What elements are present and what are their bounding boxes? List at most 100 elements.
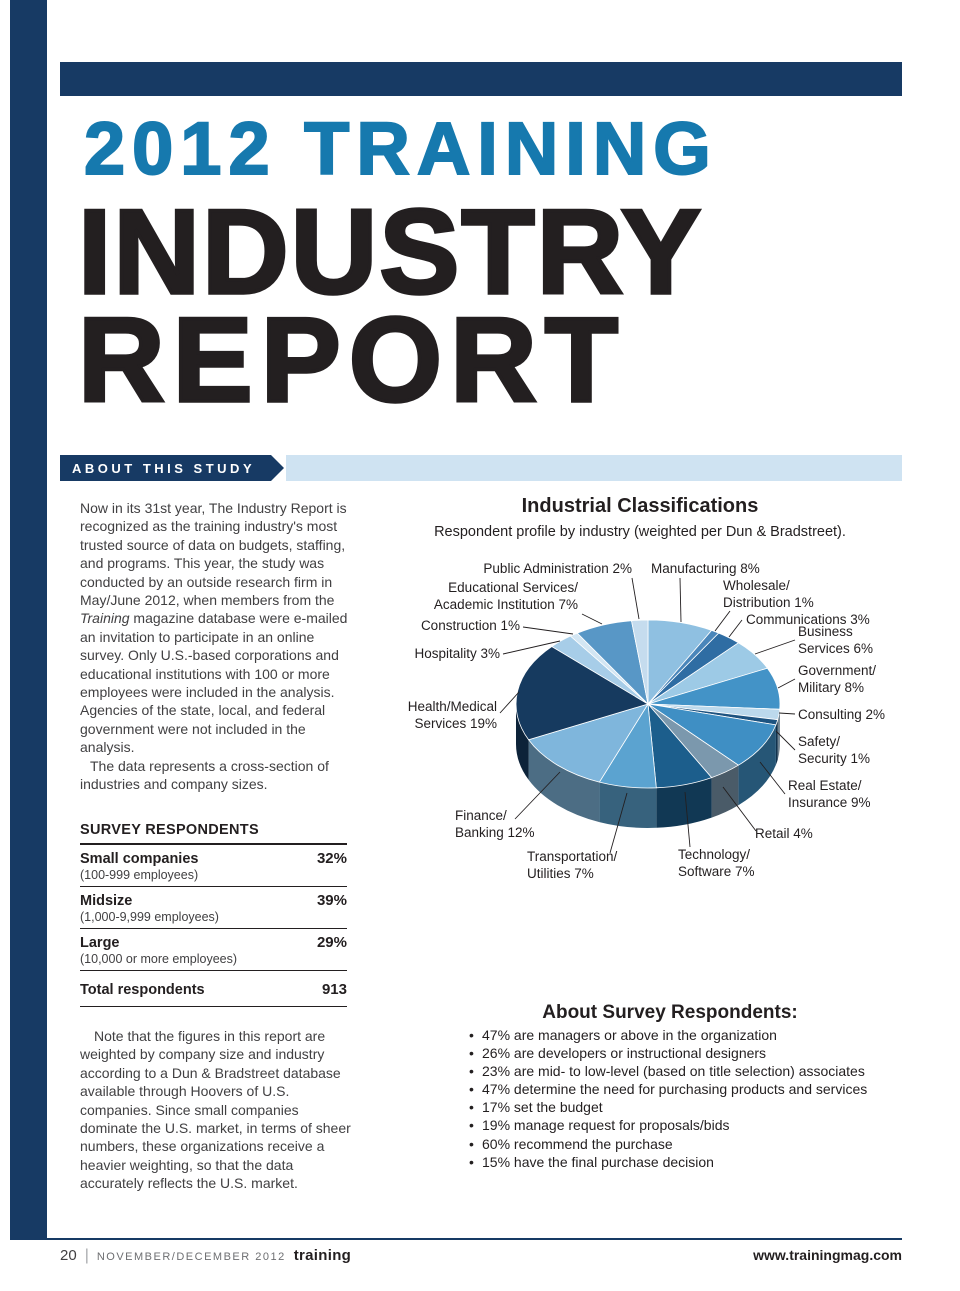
report-title-industry: INDUSTRY [76,185,703,319]
leader-line [777,678,796,689]
survey-respondents-heading: SURVEY RESPONDENTS [80,822,347,845]
row-value: 29% [316,934,347,951]
pie-slice-side [599,782,657,828]
row-value: 32% [316,850,347,867]
list-item: 26% are developers or instructional desi… [467,1044,912,1062]
about-study-paragraph-1: Now in its 31st year, The Industry Repor… [80,499,357,757]
list-item: 15% have the final purchase decision [467,1153,912,1171]
section-band-arrow-icon [271,455,285,481]
pie-slice-side [528,739,600,823]
pie-labels: Public Administration 2% Manufacturing 8… [408,561,885,881]
about-respondents-list: 47% are managers or above in the organiz… [467,1026,912,1171]
left-accent-bar [10,0,47,1240]
top-accent-bar [60,62,902,96]
pie-slice-side [775,719,778,765]
training-magazine-name: Training [80,610,130,627]
slice-label: Government/Military 8% [798,663,876,695]
leader-line [722,786,757,832]
slice-label: Hospitality 3% [414,646,500,661]
table-row-total: Total respondents 913 [80,971,347,1007]
footer-issue: NOVEMBER/DECEMBER 2012 [96,1251,286,1263]
report-title-report: REPORT [76,293,627,427]
about-study-p1-before: Now in its 31st year, The Industry Repor… [80,500,347,609]
report-year-title: 2012 TRAINING [83,107,718,190]
list-item: 23% are mid- to low-level (based on titl… [467,1062,912,1080]
chart-subtitle: Respondent profile by industry (weighted… [434,524,846,540]
row-label: Large [80,935,120,951]
leader-line [499,691,520,714]
footer-rule [10,1238,902,1240]
list-item: 47% are managers or above in the organiz… [467,1026,912,1044]
list-item: 47% determine the need for purchasing pr… [467,1080,912,1098]
row-label: Small companies [80,851,199,867]
leader-line [522,626,574,635]
leader-line [728,619,743,638]
about-study-p1-after: magazine database were e-mailed an invit… [80,610,348,756]
row-label: Midsize [80,893,133,909]
slice-label: Finance/Banking 12% [455,808,535,840]
table-row: Large 29% (10,000 or more employees) [80,929,347,971]
section-band-highlight [286,455,902,481]
slice-label: Health/Medical Services 19% [408,699,497,731]
list-item: 60% recommend the purchase [467,1135,912,1153]
pie-leader-lines [499,577,796,854]
slice-label: Educational Services/Academic Institutio… [434,580,578,612]
survey-respondents-table: SURVEY RESPONDENTS Small companies 32% (… [80,822,347,1007]
leader-line [714,610,731,632]
pie-slice-side [738,724,776,806]
row-label: Total respondents [80,982,205,998]
slice-label: Technology/Software 7% [678,847,755,879]
section-band: ABOUT THIS STUDY [60,455,902,481]
slice-label: Wholesale/Distribution 1% [723,578,814,610]
slice-label: Communications 3% [746,612,870,627]
row-sublabel: (1,000-9,999 employees) [80,910,219,924]
slice-label: Real Estate/Insurance 9% [788,778,871,810]
about-study-paragraph-2: The data represents a cross-section of i… [80,757,329,793]
leader-line [754,639,796,655]
row-value: 913 [321,981,347,998]
page-number: 20 [60,1247,77,1264]
section-band-label: ABOUT THIS STUDY [60,455,272,481]
leader-line [759,761,786,795]
leader-line [514,771,561,820]
leader-line [778,712,796,715]
leader-line [775,730,796,751]
about-study-text: Now in its 31st year, The Industry Repor… [80,499,357,794]
slice-label: Business Services 6% [798,624,873,656]
slice-label: Construction 1% [421,618,520,633]
pie-slices [515,619,781,828]
pie-slice [631,619,649,705]
leader-line [502,640,561,655]
slice-label: Retail 4% [755,826,813,841]
list-item: 19% manage request for proposals/bids [467,1116,912,1134]
pie-slice-side [777,709,780,760]
list-item: 17% set the budget [467,1098,912,1116]
row-sublabel: (100-999 employees) [80,868,199,882]
row-sublabel: (10,000 or more employees) [80,952,238,966]
magazine-brand: training [293,1247,352,1264]
leader-line [631,577,640,620]
pie-slice-side [711,765,739,818]
table-row: Midsize 39% (1,000-9,999 employees) [80,887,347,929]
pie-slice-side [656,777,712,828]
footer-separator: | [84,1247,89,1264]
weighting-note-paragraph: Note that the figures in this report are… [80,1028,351,1192]
footer-left: 20 | NOVEMBER/DECEMBER 2012 training [60,1247,351,1265]
leader-line [609,792,628,854]
slice-label: Transportation/Utilities 7% [527,849,618,881]
about-respondents-heading: About Survey Respondents: [542,1002,798,1023]
slice-label: Manufacturing 8% [651,561,760,576]
pie-slice [515,646,649,741]
leader-line [679,577,682,623]
leader-line [684,791,691,848]
slice-label: Safety/Security 1% [798,734,870,766]
table-row: Small companies 32% (100-999 employees) [80,845,347,887]
chart-title: Industrial Classifications [521,495,759,517]
pie-slice [527,703,649,783]
slice-label: Consulting 2% [798,707,885,722]
industry-pie-chart: Public Administration 2% Manufacturing 8… [408,561,885,881]
slice-label: Public Administration 2% [483,561,632,576]
footer-url: www.trainingmag.com [753,1247,902,1263]
leader-line [581,613,603,625]
